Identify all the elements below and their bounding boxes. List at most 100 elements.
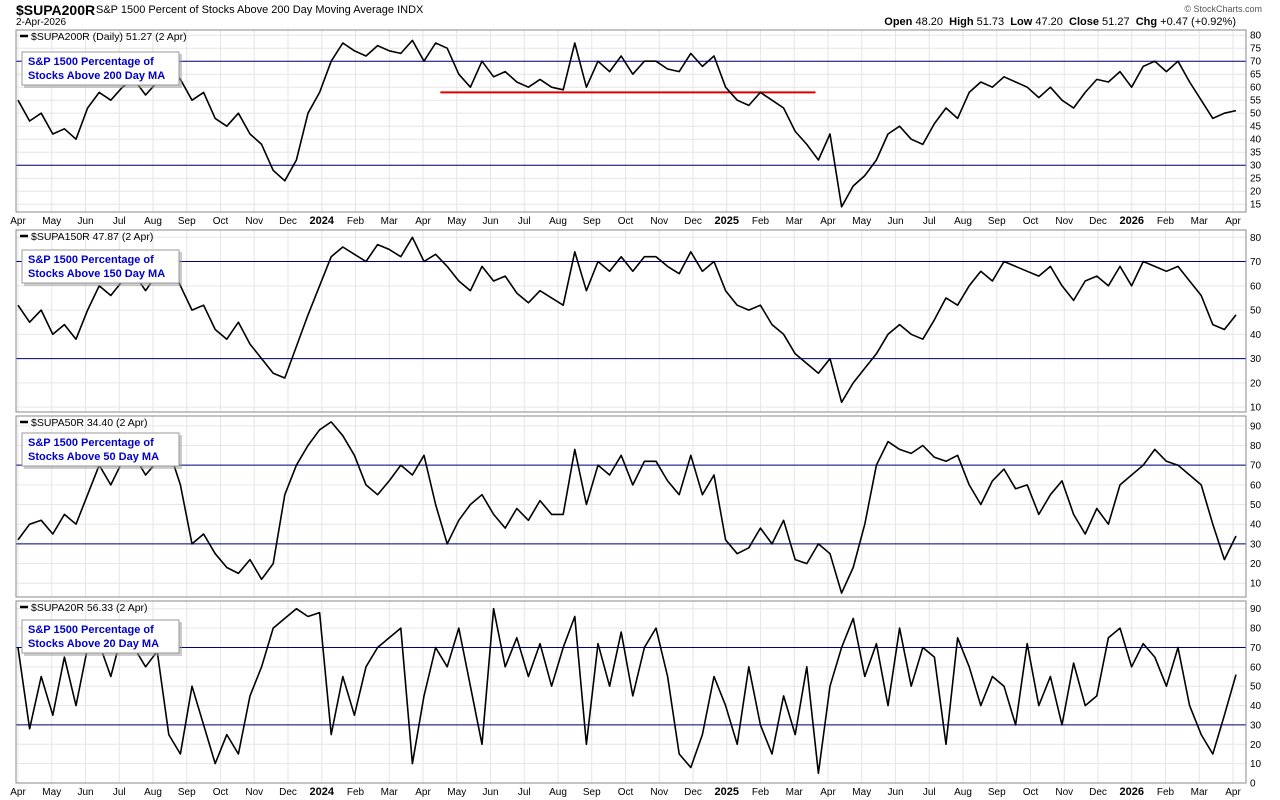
- low-value: 47.20: [1035, 16, 1063, 28]
- panel-border: [15, 29, 1247, 213]
- x-tick-label: Feb: [347, 787, 365, 798]
- close-value: 51.27: [1102, 16, 1130, 28]
- x-tick-label: Dec: [684, 216, 702, 227]
- panel-label-line: Stocks Above 50 Day MA: [28, 451, 159, 463]
- x-tick-label: Jul: [923, 787, 936, 798]
- x-tick-label: 2025: [715, 215, 739, 227]
- series-line[interactable]: [17, 607, 1237, 775]
- panel-label-line: S&P 1500 Percentage of: [28, 624, 154, 636]
- label-box: [21, 619, 180, 654]
- x-tick-label: Jul: [923, 216, 936, 227]
- x-tick-label: Aug: [144, 787, 162, 798]
- open-label: Open: [884, 16, 913, 28]
- y-tick-label: 80: [1250, 441, 1262, 452]
- x-tick-label: Apr: [820, 787, 836, 798]
- y-tick-label: 50: [1250, 306, 1262, 317]
- chg-value: +0.47 (+0.92%): [1160, 16, 1236, 28]
- x-tick-label: Jun: [77, 787, 93, 798]
- y-tick-label: 80: [1250, 624, 1262, 635]
- x-tick-label: Jun: [77, 216, 93, 227]
- x-tick-label: Feb: [1157, 787, 1175, 798]
- y-tick-label: 70: [1250, 57, 1262, 68]
- y-tick-label: 90: [1250, 421, 1262, 432]
- x-tick-label: May: [852, 787, 871, 798]
- x-tick-label: Oct: [1023, 216, 1039, 227]
- credit-text: © StockCharts.com: [1184, 4, 1262, 14]
- x-tick-label: Jun: [482, 216, 498, 227]
- y-tick-label: 20: [1250, 187, 1262, 198]
- y-tick-label: 25: [1250, 174, 1262, 185]
- x-tick-label: Mar: [381, 787, 399, 798]
- low-label: Low: [1010, 16, 1033, 28]
- y-tick-label: 10: [1250, 759, 1262, 770]
- chart-panel[interactable]: 0 10 20 30 40 50 60 70 80 90 $SUPA20R 56.33 (2 Apr…: [10, 600, 1262, 798]
- high-label: High: [949, 16, 974, 28]
- x-tick-label: Oct: [213, 216, 229, 227]
- y-tick-label: 45: [1250, 122, 1262, 133]
- x-tick-label: Feb: [1157, 216, 1175, 227]
- y-tick-label: 60: [1250, 83, 1262, 94]
- y-tick-label: 60: [1250, 662, 1262, 673]
- chart-panel[interactable]: 10 20 30 40 50 60 70 80 $SUPA150R 47.87 (2 Apr) S…: [15, 229, 1262, 414]
- x-tick-label: Apr: [10, 787, 26, 798]
- y-tick-label: 50: [1250, 500, 1262, 511]
- y-tick-label: 30: [1250, 354, 1262, 365]
- x-tick-label: Dec: [1089, 216, 1107, 227]
- x-tick-label: Sep: [583, 787, 601, 798]
- x-tick-label: Feb: [347, 216, 365, 227]
- x-tick-label: Jun: [887, 787, 903, 798]
- x-tick-label: Apr: [1225, 787, 1241, 798]
- y-tick-label: 20: [1250, 559, 1262, 570]
- x-tick-label: 2026: [1120, 786, 1144, 798]
- x-tick-label: Jul: [518, 216, 531, 227]
- x-tick-label: Dec: [279, 216, 297, 227]
- y-tick-label: 40: [1250, 520, 1262, 531]
- x-tick-label: Sep: [988, 216, 1006, 227]
- x-tick-label: Jun: [482, 787, 498, 798]
- close-label: Close: [1069, 16, 1099, 28]
- y-tick-label: 90: [1250, 604, 1262, 615]
- x-tick-label: 2025: [715, 786, 739, 798]
- x-tick-label: Apr: [820, 216, 836, 227]
- x-tick-label: Apr: [1225, 216, 1241, 227]
- x-tick-label: Dec: [279, 787, 297, 798]
- panel-label-line: S&P 1500 Percentage of: [28, 56, 154, 68]
- x-tick-label: Mar: [1191, 216, 1209, 227]
- y-tick-label: 70: [1250, 643, 1262, 654]
- y-tick-label: 30: [1250, 720, 1262, 731]
- x-tick-label: Aug: [549, 216, 567, 227]
- label-box: [21, 432, 180, 467]
- x-tick-label: Aug: [144, 216, 162, 227]
- x-tick-label: Apr: [10, 216, 26, 227]
- y-tick-label: 80: [1250, 233, 1262, 244]
- series-line[interactable]: [17, 421, 1237, 594]
- y-tick-label: 30: [1250, 539, 1262, 550]
- x-tick-label: Mar: [786, 216, 804, 227]
- ohlc-readout: Open 48.20 High 51.73 Low 47.20 Close 51…: [884, 16, 1236, 28]
- y-tick-label: 40: [1250, 135, 1262, 146]
- chg-label: Chg: [1135, 16, 1158, 28]
- x-tick-label: Feb: [752, 216, 770, 227]
- y-tick-label: 35: [1250, 148, 1262, 159]
- x-tick-label: Apr: [415, 787, 431, 798]
- x-tick-label: Jun: [887, 216, 903, 227]
- x-tick-label: Feb: [752, 787, 770, 798]
- series-line[interactable]: [17, 39, 1237, 208]
- y-tick-label: 50: [1250, 109, 1262, 120]
- legend-text: $SUPA200R (Daily) 51.27 (2 Apr): [31, 31, 187, 43]
- label-box: [21, 51, 180, 86]
- open-value: 48.20: [915, 16, 943, 28]
- y-tick-label: 55: [1250, 96, 1262, 107]
- y-tick-label: 40: [1250, 701, 1262, 712]
- x-tick-label: Mar: [786, 787, 804, 798]
- x-tick-label: Mar: [381, 216, 399, 227]
- x-tick-label: Sep: [988, 787, 1006, 798]
- chart-panel[interactable]: 10 20 30 40 50 60 70 80 90 $SUPA50R 34.40 (2 Apr)…: [15, 415, 1262, 598]
- panel-border: [15, 229, 1247, 413]
- x-tick-label: Sep: [583, 216, 601, 227]
- y-tick-label: 10: [1250, 403, 1262, 414]
- panel-label-line: Stocks Above 20 Day MA: [28, 638, 159, 650]
- series-line[interactable]: [17, 236, 1237, 404]
